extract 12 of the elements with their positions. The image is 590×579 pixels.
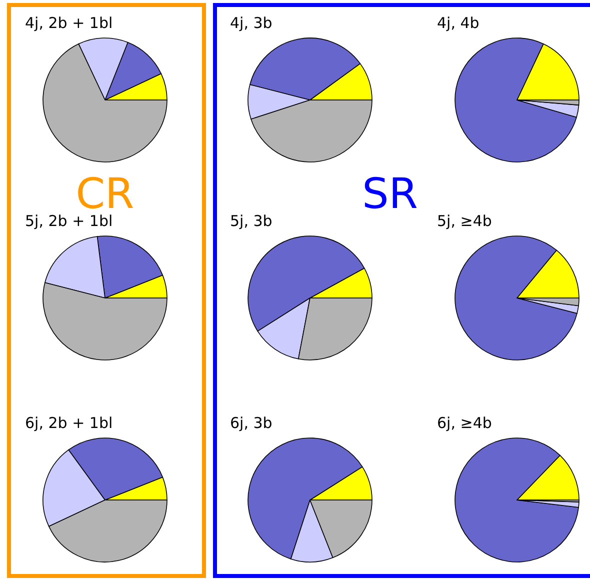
- chart-title: 4j, 4b: [437, 14, 480, 32]
- chart-title: 6j, 3b: [230, 414, 272, 432]
- chart-title: 5j, ≥4b: [437, 212, 492, 230]
- pie-slice: [454, 236, 578, 360]
- pie-slice: [454, 438, 579, 562]
- chart-title: 5j, 3b: [230, 212, 272, 230]
- pie-slice: [454, 38, 577, 162]
- chart-title: 4j, 2b + 1bl: [25, 14, 113, 32]
- chart-title: 6j, 2b + 1bl: [25, 414, 113, 432]
- chart-title: 6j, ≥4b: [437, 414, 492, 432]
- text: SR: [362, 169, 418, 218]
- chart-title: 4j, 3b: [230, 14, 272, 32]
